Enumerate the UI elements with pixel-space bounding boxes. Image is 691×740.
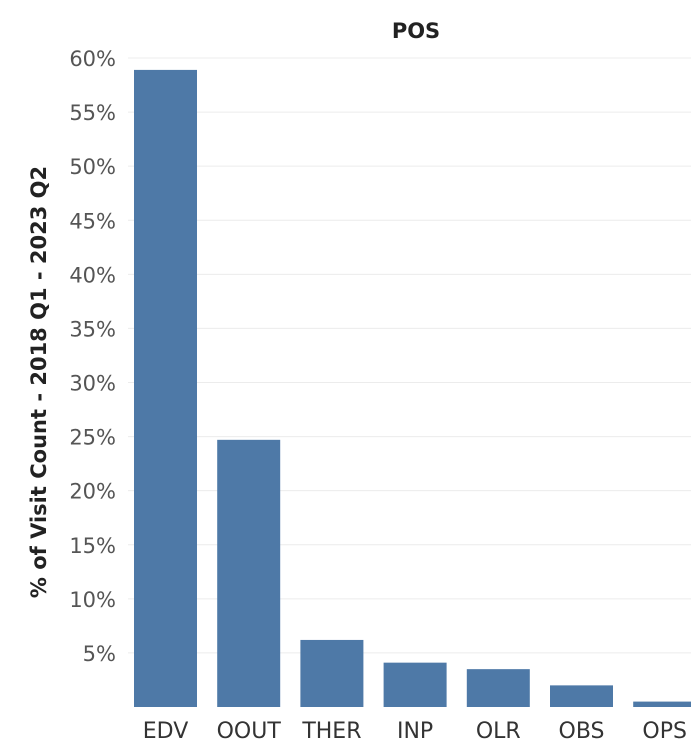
y-axis-ticks: 5% 10% 15% 20% 25% 30% 35% 40% 45% 50% 55% 60% xyxy=(69,47,116,666)
bar-inp[interactable] xyxy=(383,662,447,707)
y-tick-label: 15% xyxy=(69,534,116,558)
x-tick-label-obs: OBS xyxy=(559,719,605,740)
y-tick-label: 40% xyxy=(69,263,116,287)
gridlines xyxy=(128,57,691,654)
x-tick-label-inp: INP xyxy=(397,719,433,740)
y-tick-label: 5% xyxy=(83,642,116,666)
y-tick-label: 55% xyxy=(69,101,116,125)
bar-edv[interactable] xyxy=(134,69,197,708)
y-tick-label: 10% xyxy=(69,588,116,612)
bar-olr[interactable] xyxy=(466,669,530,707)
y-tick-label: 30% xyxy=(69,372,116,396)
y-tick-label: 25% xyxy=(69,426,116,450)
y-tick-label: 35% xyxy=(69,317,116,341)
x-tick-label-ther: THER xyxy=(301,719,361,740)
x-axis-labels: EDV OOUT THER INP OLR OBS OPS xyxy=(143,719,687,740)
bar-ther[interactable] xyxy=(300,639,364,707)
x-tick-label-oout: OOUT xyxy=(217,719,282,740)
y-tick-label: 45% xyxy=(69,209,116,233)
bars xyxy=(134,69,691,708)
chart-title: POS xyxy=(392,19,440,43)
y-axis-title: % of Visit Count - 2018 Q1 - 2023 Q2 xyxy=(27,166,51,598)
bar-ops[interactable] xyxy=(633,701,691,707)
x-tick-label-ops: OPS xyxy=(642,719,687,740)
y-tick-label: 20% xyxy=(69,480,116,504)
bar-oout[interactable] xyxy=(217,439,281,707)
x-tick-label-olr: OLR xyxy=(476,719,521,740)
bar-obs[interactable] xyxy=(550,685,613,707)
y-tick-label: 50% xyxy=(69,155,116,179)
x-tick-label-edv: EDV xyxy=(143,719,189,740)
y-tick-label: 60% xyxy=(69,47,116,71)
